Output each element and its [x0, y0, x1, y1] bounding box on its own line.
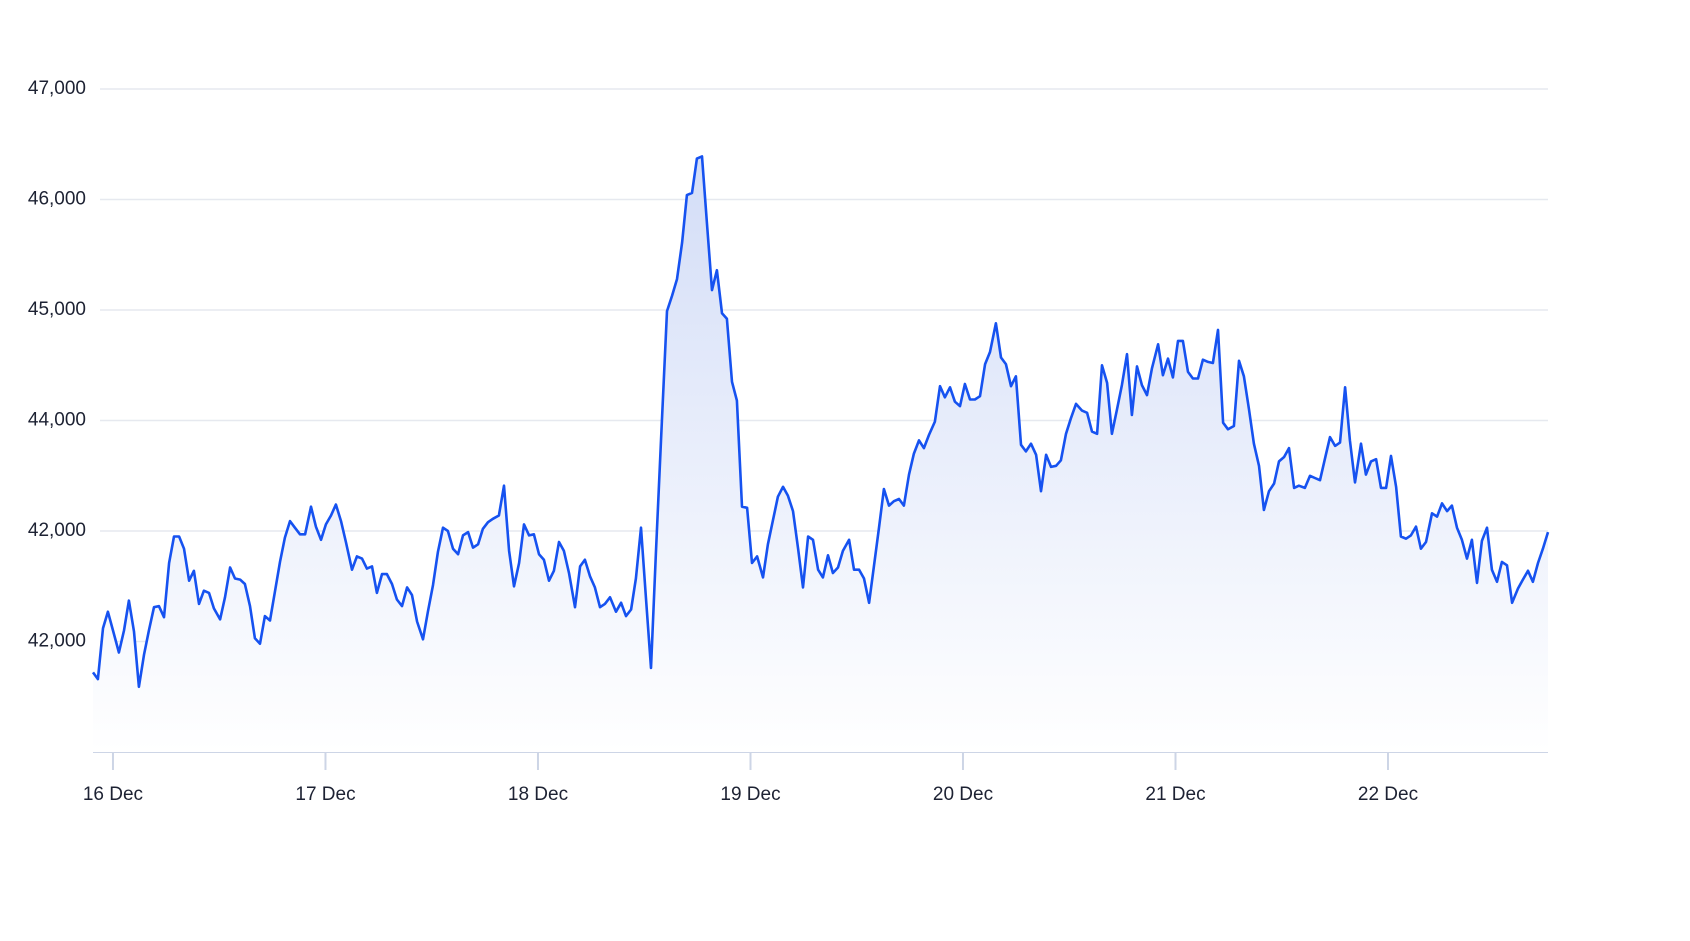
x-tick-label: 20 Dec	[933, 784, 993, 805]
y-tick-label: 42,000	[28, 520, 86, 541]
y-tick-label: 45,000	[28, 299, 86, 320]
x-tick-label: 21 Dec	[1145, 784, 1205, 805]
area-fill	[93, 156, 1548, 752]
x-tick-label: 19 Dec	[720, 784, 780, 805]
x-tick-label: 22 Dec	[1358, 784, 1418, 805]
y-tick-label: 44,000	[28, 410, 86, 431]
x-tick-label: 16 Dec	[83, 784, 143, 805]
y-tick-label: 42,000	[28, 631, 86, 652]
y-tick-label: 47,000	[28, 78, 86, 99]
y-tick-label: 46,000	[28, 189, 86, 210]
price-line	[91, 155, 1550, 689]
x-tick-label: 17 Dec	[295, 784, 355, 805]
x-tick-label: 18 Dec	[508, 784, 568, 805]
